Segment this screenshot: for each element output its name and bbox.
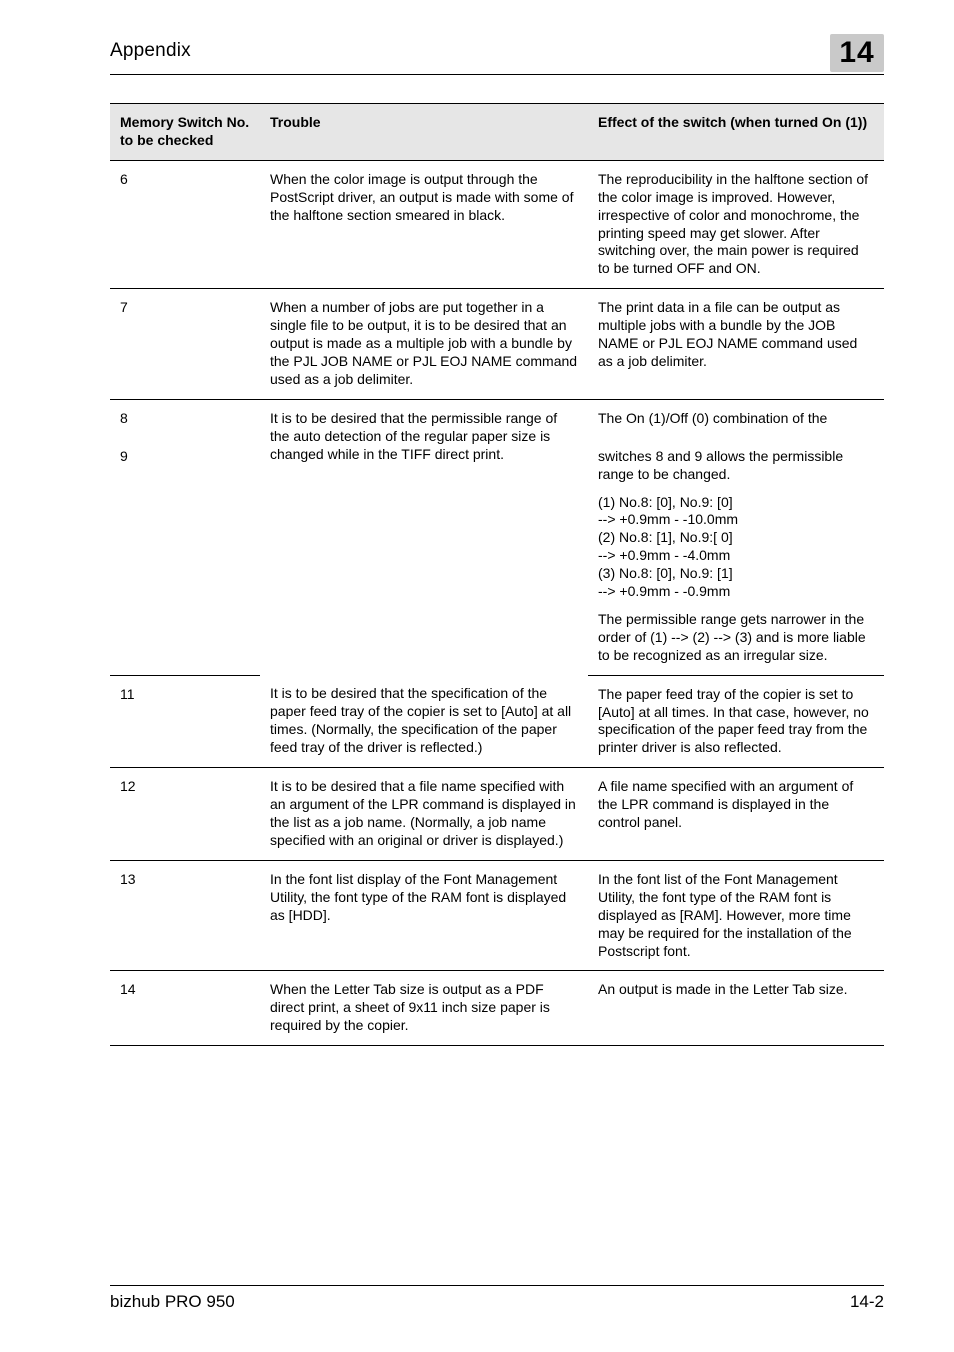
cell-effect: In the font list of the Font Management … xyxy=(588,860,884,971)
col-header-switch: Memory Switch No. to be checked xyxy=(110,104,260,161)
cell-no: 9 xyxy=(110,438,260,675)
cell-no: 8 xyxy=(110,399,260,437)
trouble-table: Memory Switch No. to be checked Trouble … xyxy=(110,103,884,1046)
cell-no: 12 xyxy=(110,768,260,861)
table-row: 11 It is to be desired that the specific… xyxy=(110,675,884,768)
cell-effect: The reproducibility in the halftone sect… xyxy=(588,160,884,288)
cell-trouble: When the Letter Tab size is output as a … xyxy=(260,971,588,1046)
table-row: 12 It is to be desired that a file name … xyxy=(110,768,884,861)
table-row: 14 When the Letter Tab size is output as… xyxy=(110,971,884,1046)
spacer xyxy=(598,601,874,611)
chapter-badge: 14 xyxy=(830,34,884,72)
cell-effect: The print data in a file can be output a… xyxy=(588,289,884,400)
table-row: 13 In the font list display of the Font … xyxy=(110,860,884,971)
col-header-effect: Effect of the switch (when turned On (1)… xyxy=(588,104,884,161)
cell-trouble: It is to be desired that a file name spe… xyxy=(260,768,588,861)
cell-effect: switches 8 and 9 allows the permissible … xyxy=(588,438,884,675)
table-row: 6 When the color image is output through… xyxy=(110,160,884,288)
cell-trouble: When a number of jobs are put together i… xyxy=(260,289,588,400)
cell-no: 11 xyxy=(110,675,260,768)
table-row: 8 It is to be desired that the permissib… xyxy=(110,399,884,437)
cell-effect: An output is made in the Letter Tab size… xyxy=(588,971,884,1046)
cell-trouble: When the color image is output through t… xyxy=(260,160,588,288)
cell-trouble: It is to be desired that the permissible… xyxy=(260,399,588,675)
effect-line: (1) No.8: [0], No.9: [0] --> +0.9mm - -1… xyxy=(598,494,738,600)
cell-effect: The On (1)/Off (0) combination of the xyxy=(588,399,884,437)
effect-line: The permissible range gets narrower in t… xyxy=(598,611,866,663)
header-title: Appendix xyxy=(110,40,191,62)
table-header-row: Memory Switch No. to be checked Trouble … xyxy=(110,104,884,161)
cell-trouble: It is to be desired that the specificati… xyxy=(260,675,588,768)
cell-no: 7 xyxy=(110,289,260,400)
page-footer: bizhub PRO 950 14-2 xyxy=(110,1285,884,1312)
spacer xyxy=(598,484,874,494)
page-header: Appendix 14 xyxy=(110,40,884,75)
cell-effect: The paper feed tray of the copier is set… xyxy=(588,675,884,768)
col-header-trouble: Trouble xyxy=(260,104,588,161)
cell-trouble: In the font list display of the Font Man… xyxy=(260,860,588,971)
footer-right: 14-2 xyxy=(850,1292,884,1312)
cell-effect: A file name specified with an argument o… xyxy=(588,768,884,861)
cell-no: 6 xyxy=(110,160,260,288)
table-row: 7 When a number of jobs are put together… xyxy=(110,289,884,400)
effect-line: switches 8 and 9 allows the permissible … xyxy=(598,448,843,482)
cell-no: 13 xyxy=(110,860,260,971)
footer-left: bizhub PRO 950 xyxy=(110,1292,235,1312)
chapter-number: 14 xyxy=(830,36,884,70)
cell-no: 14 xyxy=(110,971,260,1046)
